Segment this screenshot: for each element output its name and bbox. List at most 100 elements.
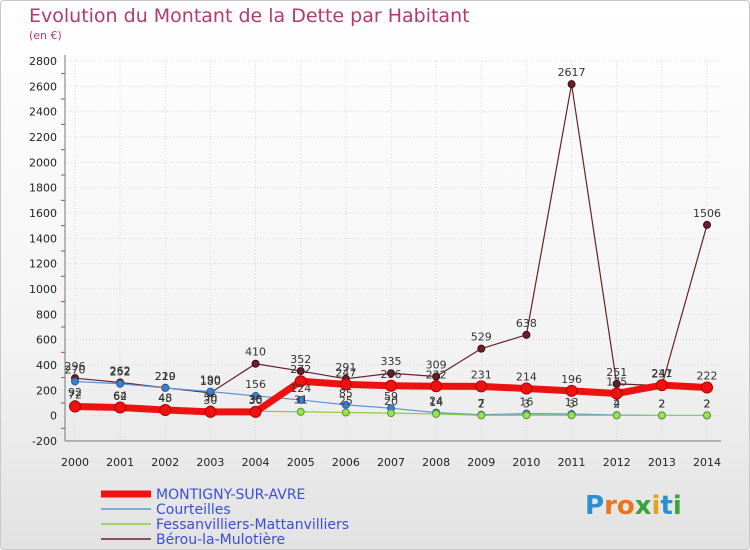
data-point-fessanvilliers-mattanvilliers <box>567 411 576 420</box>
x-tick-label: 2007 <box>377 456 405 469</box>
data-point-fessanvilliers-mattanvilliers <box>296 407 305 416</box>
axes: -200 0 200 400 600 800 1000 1200 1400 1600 1800 200… <box>29 55 721 469</box>
data-label-courteilles: 270 <box>65 363 86 376</box>
data-label-montigny-sur-avre: 272 <box>290 363 311 376</box>
x-tick-label: 2012 <box>603 456 631 469</box>
data-label-montigny-sur-avre: 175 <box>606 376 627 389</box>
data-point-montigny-sur-avre <box>339 378 352 391</box>
x-tick-label: 2013 <box>648 456 676 469</box>
data-label-montigny-sur-avre: 247 <box>335 366 356 379</box>
y-tick-label: 2400 <box>29 106 57 119</box>
legend-label-montigny-sur-avre: MONTIGNY-SUR-AVRE <box>156 487 305 503</box>
data-label-courteilles: 190 <box>200 374 221 387</box>
x-tick-label: 2006 <box>332 456 360 469</box>
x-tick-label: 2000 <box>61 456 89 469</box>
data-label-fessanvilliers-mattanvilliers: 62 <box>113 390 127 403</box>
data-point-b-rou-la-muloti-re <box>567 80 576 89</box>
data-label-b-rou-la-muloti-re: 220 <box>155 370 176 383</box>
data-point-fessanvilliers-mattanvilliers <box>341 408 350 417</box>
data-point-montigny-sur-avre <box>655 379 668 392</box>
data-label-montigny-sur-avre: 64 <box>113 390 127 403</box>
data-point-fessanvilliers-mattanvilliers <box>703 411 711 420</box>
data-label-montigny-sur-avre: 232 <box>426 368 447 381</box>
data-point-montigny-sur-avre <box>475 380 488 393</box>
data-point-courteilles <box>206 387 215 396</box>
data-label-courteilles: 59 <box>384 390 398 403</box>
data-label-courteilles: 16 <box>519 396 533 409</box>
data-label-montigny-sur-avre: 45 <box>158 392 172 405</box>
legend-label-b-rou-la-muloti-re: Bérou-la-Mulotière <box>156 532 285 548</box>
x-tick-label: 2014 <box>693 456 721 469</box>
data-point-b-rou-la-muloti-re <box>612 379 621 388</box>
data-label-courteilles: 4 <box>613 397 620 410</box>
data-label-b-rou-la-muloti-re: 180 <box>200 375 221 388</box>
data-label-fessanvilliers-mattanvilliers: 25 <box>339 395 353 408</box>
chart-subtitle: (en €) <box>29 29 62 42</box>
data-label-b-rou-la-muloti-re: 237 <box>651 368 672 381</box>
data-point-montigny-sur-avre <box>204 405 217 418</box>
data-point-montigny-sur-avre <box>294 375 307 388</box>
data-point-fessanvilliers-mattanvilliers <box>432 409 441 418</box>
data-point-montigny-sur-avre <box>520 382 533 395</box>
data-point-montigny-sur-avre <box>159 403 172 416</box>
data-point-b-rou-la-muloti-re <box>522 330 531 339</box>
data-point-montigny-sur-avre <box>610 387 623 400</box>
data-label-fessanvilliers-mattanvilliers: 20 <box>384 395 398 408</box>
data-label-courteilles: 2 <box>704 397 711 410</box>
data-label-courteilles: 2 <box>658 397 665 410</box>
data-point-b-rou-la-muloti-re <box>387 369 395 378</box>
y-tick-label: 2000 <box>29 156 57 169</box>
y-tick-label: 200 <box>36 384 57 397</box>
y-tick-label: 800 <box>36 308 57 321</box>
data-label-courteilles: 13 <box>565 396 579 409</box>
chart-title: Evolution du Montant de la Dette par Hab… <box>29 5 470 27</box>
data-label-b-rou-la-muloti-re: 291 <box>335 361 356 374</box>
data-point-fessanvilliers-mattanvilliers <box>387 409 395 418</box>
data-point-montigny-sur-avre <box>114 401 127 414</box>
data-point-b-rou-la-muloti-re <box>251 359 260 368</box>
y-tick-label: 1400 <box>29 232 57 245</box>
data-label-courteilles: 156 <box>245 378 266 391</box>
x-tick-label: 2004 <box>242 456 270 469</box>
data-point-courteilles <box>341 400 350 409</box>
proxiti-logo: Proxiti <box>585 491 682 521</box>
data-label-montigny-sur-avre: 30 <box>249 394 263 407</box>
x-tick-label: 2009 <box>467 456 495 469</box>
data-label-b-rou-la-muloti-re: 309 <box>426 359 447 372</box>
y-tick-label: 1200 <box>29 258 57 271</box>
data-label-montigny-sur-avre: 30 <box>203 394 217 407</box>
data-label-montigny-sur-avre: 231 <box>471 368 492 381</box>
data-label-fessanvilliers-mattanvilliers: 2 <box>613 397 620 410</box>
y-tick-label: 1800 <box>29 182 57 195</box>
y-tick-label: 0 <box>50 410 57 423</box>
data-label-fessanvilliers-mattanvilliers: 50 <box>203 391 217 404</box>
data-point-montigny-sur-avre <box>430 380 443 393</box>
legend-label-courteilles: Courteilles <box>156 502 231 518</box>
data-label-fessanvilliers-mattanvilliers: 3 <box>568 397 575 410</box>
data-label-montigny-sur-avre: 72 <box>68 389 82 402</box>
data-label-fessanvilliers-mattanvilliers: 3 <box>523 397 530 410</box>
data-label-b-rou-la-muloti-re: 335 <box>381 355 402 368</box>
y-tick-label: 1600 <box>29 207 57 220</box>
data-point-montigny-sur-avre <box>249 405 262 418</box>
data-point-courteilles <box>296 395 305 404</box>
x-tick-label: 2008 <box>422 456 450 469</box>
data-point-b-rou-la-muloti-re <box>477 344 486 353</box>
data-label-fessanvilliers-mattanvilliers: 2 <box>658 397 665 410</box>
data-label-b-rou-la-muloti-re: 410 <box>245 346 266 359</box>
data-label-b-rou-la-muloti-re: 529 <box>471 331 492 344</box>
data-label-courteilles: 85 <box>339 387 353 400</box>
data-label-montigny-sur-avre: 236 <box>381 368 402 381</box>
data-label-b-rou-la-muloti-re: 251 <box>606 366 627 379</box>
data-label-fessanvilliers-mattanvilliers: 38 <box>249 393 263 406</box>
x-tick-label: 2005 <box>287 456 315 469</box>
x-tick-label: 2002 <box>151 456 179 469</box>
data-label-montigny-sur-avre: 241 <box>651 367 672 380</box>
data-label-montigny-sur-avre: 222 <box>697 370 718 383</box>
data-label-b-rou-la-muloti-re: 296 <box>65 360 86 373</box>
data-label-montigny-sur-avre: 214 <box>516 371 537 384</box>
data-label-fessanvilliers-mattanvilliers: 31 <box>294 394 308 407</box>
